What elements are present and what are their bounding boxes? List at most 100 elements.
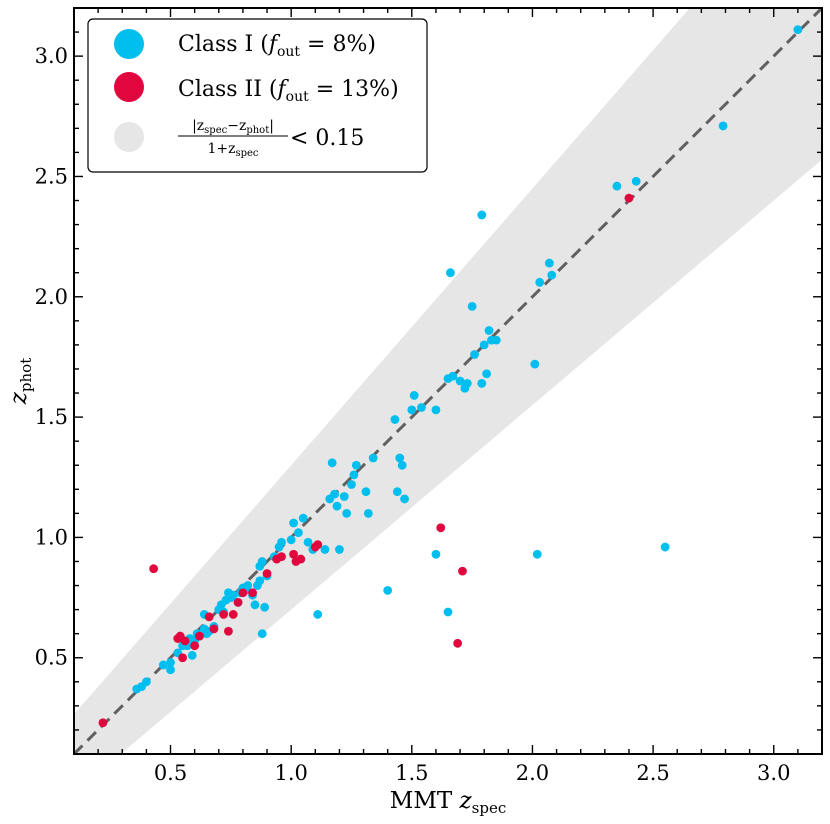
- data-points: [98, 25, 803, 728]
- x-tick-label: 1.0: [274, 761, 307, 785]
- class2-point: [149, 564, 159, 574]
- y-tick-label: 2.0: [35, 285, 68, 309]
- class1-point: [342, 508, 352, 518]
- class1-point: [361, 487, 371, 497]
- legend-marker-class2: [114, 72, 144, 102]
- legend-marker-band: [114, 122, 144, 152]
- class1-point: [313, 610, 323, 619]
- class1-point: [166, 658, 175, 667]
- class1-point: [660, 542, 670, 552]
- class1-point: [409, 391, 419, 400]
- class1-point: [141, 677, 151, 687]
- y-tick-label: 2.5: [35, 164, 68, 188]
- y-tick-label: 1.0: [35, 525, 68, 549]
- class1-point: [395, 453, 405, 463]
- class1-point: [455, 376, 465, 386]
- y-axis-title: zphot: [6, 358, 35, 405]
- class1-point: [462, 379, 472, 388]
- class1-point: [363, 508, 373, 518]
- x-tick-label: 2.5: [636, 761, 669, 785]
- class1-point: [286, 535, 296, 545]
- class1-point: [477, 210, 487, 220]
- class2-point: [195, 631, 204, 641]
- class1-point: [392, 487, 402, 497]
- x-tick-label: 2.0: [516, 761, 549, 785]
- class1-point: [349, 470, 359, 480]
- class2-point: [248, 588, 257, 598]
- class2-point: [624, 193, 634, 203]
- legend: Class I (fout = 8%) Class II (fout = 13%…: [87, 18, 428, 173]
- class2-point: [453, 638, 463, 648]
- y-tick-label: 0.5: [35, 646, 68, 670]
- x-tick-label: 0.5: [154, 761, 187, 785]
- class1-point: [351, 460, 361, 470]
- class2-point: [228, 610, 238, 619]
- y-tick-label: 3.0: [35, 44, 68, 68]
- class1-point: [257, 629, 267, 639]
- class2-point: [209, 624, 219, 634]
- class1-point: [491, 335, 501, 345]
- class1-point: [443, 607, 453, 617]
- class1-point: [166, 665, 175, 675]
- class1-point: [612, 181, 622, 191]
- class1-point: [532, 549, 542, 559]
- x-axis-title: MMT zspec: [390, 788, 506, 817]
- class1-point: [484, 326, 494, 335]
- class1-point: [397, 460, 407, 470]
- class1-point: [250, 600, 260, 610]
- class1-point: [448, 371, 458, 381]
- class1-point: [243, 581, 253, 590]
- class1-point: [400, 494, 409, 504]
- class1-point: [303, 537, 313, 547]
- class1-point: [793, 25, 803, 35]
- x-tick-label: 1.5: [395, 761, 428, 785]
- class1-point: [158, 660, 168, 670]
- class1-point: [294, 528, 303, 538]
- class1-point: [289, 518, 298, 528]
- class1-point: [544, 258, 554, 268]
- class1-point: [260, 602, 270, 612]
- class2-point: [262, 569, 272, 578]
- y-tick-label: 1.5: [35, 405, 68, 429]
- class1-point: [330, 489, 339, 499]
- legend-label-class2: Class II (fout = 13%): [178, 77, 399, 105]
- class1-point: [257, 557, 267, 566]
- class2-point: [296, 554, 306, 564]
- class1-point: [431, 405, 441, 415]
- class2-point: [178, 653, 187, 663]
- class1-point: [347, 480, 356, 489]
- class1-point: [479, 340, 489, 350]
- class2-point: [313, 540, 323, 550]
- class1-point: [477, 379, 487, 388]
- legend-marker-class1: [114, 29, 144, 59]
- class1-point: [482, 369, 492, 379]
- class1-point: [327, 458, 337, 468]
- class2-point: [190, 641, 200, 651]
- class1-point: [335, 545, 344, 554]
- class2-point: [98, 718, 108, 728]
- class1-point: [535, 277, 545, 287]
- class1-point: [407, 405, 417, 415]
- class2-point: [233, 597, 243, 607]
- class1-point: [417, 403, 426, 412]
- class2-point: [436, 523, 446, 533]
- class1-point: [332, 501, 342, 511]
- plot-frame: [73, 7, 823, 755]
- class1-point: [187, 650, 197, 660]
- band-numerator: |zspec−zphot|: [192, 118, 274, 136]
- class1-point: [383, 585, 393, 595]
- class1-point: [431, 549, 441, 559]
- class1-point: [339, 492, 349, 501]
- band-inequality: < 0.15: [290, 126, 364, 151]
- class2-point: [289, 549, 298, 559]
- class2-point: [238, 588, 248, 598]
- class2-point: [224, 626, 233, 636]
- class1-point: [298, 513, 308, 523]
- class1-point: [530, 359, 540, 369]
- class1-point: [255, 576, 265, 586]
- class1-point: [547, 270, 557, 280]
- class1-point: [320, 545, 330, 554]
- legend-label-class1: Class I (fout = 8%): [178, 32, 376, 60]
- class1-point: [718, 121, 728, 131]
